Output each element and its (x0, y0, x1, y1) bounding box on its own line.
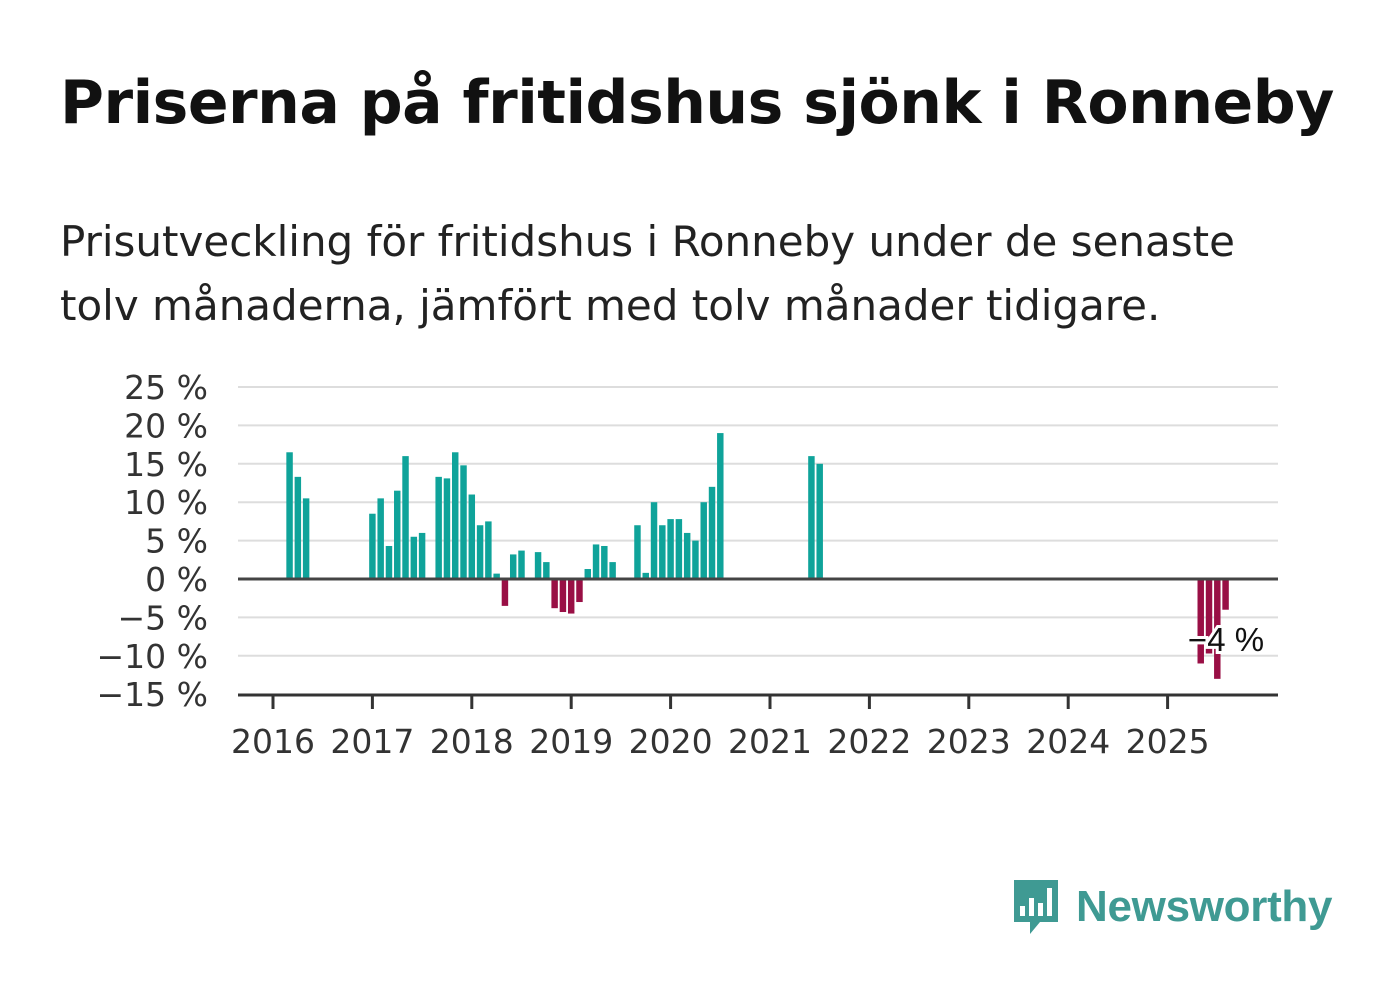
x-tick-label: 2017 (330, 722, 414, 761)
x-axis-ticks: 2016 2017 2018 2019 2020 2021 2022 2023 2024 2025 (231, 695, 1210, 761)
bar (551, 579, 558, 609)
bar (418, 532, 426, 579)
bar (1222, 579, 1229, 610)
bar (1197, 579, 1204, 664)
y-tick-label: −10 % (97, 637, 209, 676)
y-tick-label: −5 % (118, 598, 209, 637)
annotations: −4 % (1185, 618, 1267, 661)
bar (534, 552, 542, 579)
brand-name: Newsworthy (1076, 882, 1333, 931)
bar (708, 486, 716, 579)
x-tick-label: 2020 (629, 722, 713, 761)
bar (385, 545, 393, 579)
x-tick-label: 2021 (728, 722, 812, 761)
grid-lines (238, 386, 1278, 657)
bar (485, 521, 492, 579)
brand-logo: Newsworthy (1010, 876, 1332, 938)
chart-subtitle: Prisutveckling för fritidshus i Ronneby … (60, 217, 1235, 330)
bar (410, 536, 418, 579)
bar (468, 494, 476, 579)
bar (567, 579, 575, 614)
latest-value-label: −4 % (1188, 621, 1264, 658)
bar (609, 562, 616, 579)
bars (286, 433, 1229, 679)
y-tick-label: 25 % (124, 368, 208, 407)
bar (302, 498, 310, 579)
bar (559, 579, 567, 613)
bar (377, 498, 384, 579)
x-tick-label: 2016 (231, 722, 315, 761)
bar (501, 579, 509, 606)
bar (1214, 579, 1221, 679)
bar (584, 569, 591, 579)
bar (576, 579, 583, 603)
x-tick-label: 2023 (927, 722, 1011, 761)
bar (601, 545, 608, 579)
chart-title: Priserna på fritidshus sjönk i Ronneby (60, 68, 1334, 138)
bar (509, 554, 517, 579)
y-tick-label: −15 % (97, 675, 209, 714)
bar (443, 478, 451, 579)
bar (650, 502, 658, 579)
bar-chart: 25 %20 %15 %10 %5 %0 %−5 %−10 %−15 % 201… (97, 368, 1278, 761)
bar (493, 573, 500, 579)
y-tick-label: 20 % (124, 406, 208, 445)
bar (460, 465, 467, 579)
bar (700, 502, 707, 579)
y-tick-label: 0 % (145, 560, 208, 599)
bar (659, 525, 666, 579)
bar (394, 490, 401, 579)
x-tick-label: 2022 (827, 722, 911, 761)
axes (238, 577, 1278, 697)
bar (692, 540, 699, 579)
bar (1205, 579, 1213, 654)
bar (816, 463, 823, 579)
bar (369, 513, 376, 579)
y-tick-label: 5 % (145, 522, 208, 561)
bar-chart-bubble-icon (1014, 880, 1058, 934)
bar (667, 519, 674, 579)
y-axis-ticks: 25 %20 %15 %10 %5 %0 %−5 %−10 %−15 % (97, 368, 209, 714)
x-tick-label: 2019 (529, 722, 613, 761)
bar (435, 476, 442, 579)
y-tick-label: 10 % (124, 483, 208, 522)
bar (518, 550, 525, 579)
x-tick-label: 2025 (1126, 722, 1210, 761)
x-tick-label: 2024 (1026, 722, 1110, 761)
bar (476, 525, 484, 579)
bar (634, 525, 641, 579)
bar (286, 452, 293, 579)
y-tick-label: 15 % (124, 445, 208, 484)
bar (675, 519, 683, 579)
bar (683, 532, 691, 579)
bar (543, 562, 550, 579)
bar (294, 476, 302, 579)
bar (717, 433, 724, 579)
bar (808, 456, 815, 579)
bar (402, 456, 409, 579)
bar (642, 572, 649, 579)
bar (452, 452, 459, 579)
x-tick-label: 2018 (430, 722, 514, 761)
bar (592, 544, 600, 579)
